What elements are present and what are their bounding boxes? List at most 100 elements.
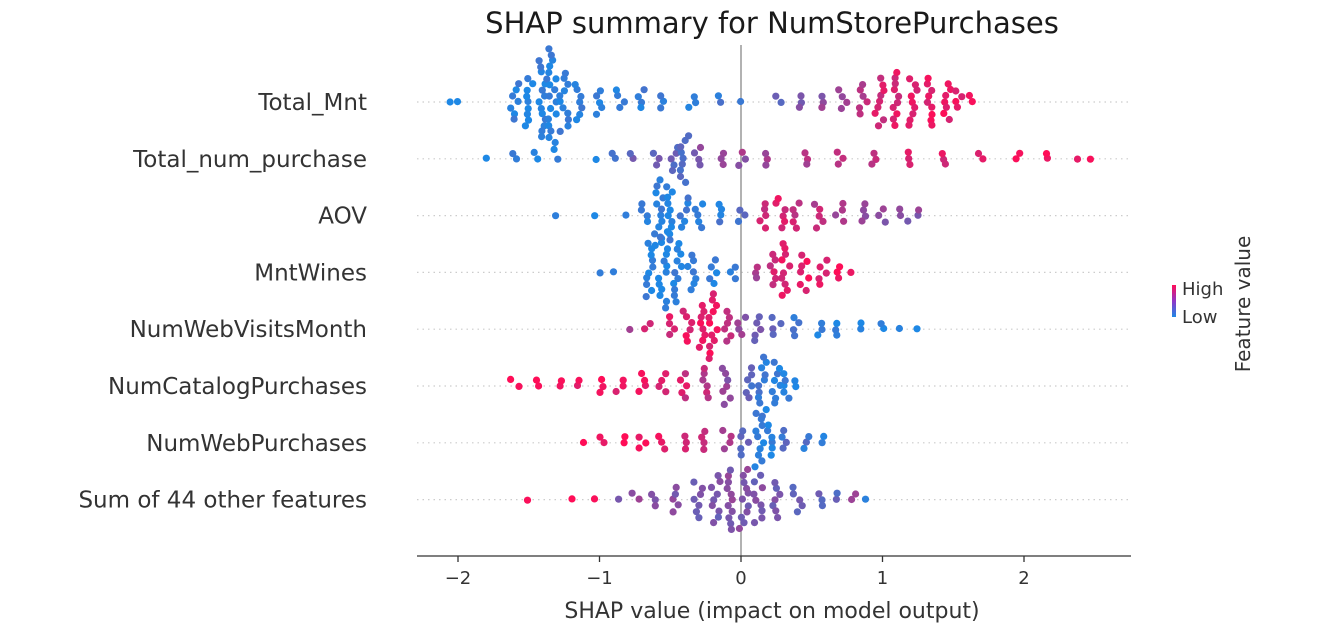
data-point <box>764 427 772 435</box>
data-point <box>723 319 732 327</box>
data-point <box>771 256 779 264</box>
data-point <box>762 406 770 414</box>
data-point <box>670 325 679 333</box>
x-axis-ticks: −2 −1 0 1 2 <box>445 556 1030 589</box>
data-point <box>643 217 652 226</box>
data-point <box>579 438 588 447</box>
data-point <box>658 217 666 225</box>
data-point <box>858 217 866 225</box>
data-point <box>715 200 723 208</box>
data-point <box>656 176 664 184</box>
data-point <box>642 439 650 447</box>
data-point <box>741 313 750 321</box>
data-point <box>744 438 753 446</box>
data-point <box>907 92 915 100</box>
data-point <box>974 149 983 158</box>
data-point <box>744 502 752 510</box>
data-point <box>779 444 787 452</box>
data-point <box>642 293 650 301</box>
data-point <box>524 105 532 113</box>
data-point <box>753 263 761 271</box>
data-point <box>656 291 664 299</box>
chart-title: SHAP summary for NumStorePurchases <box>485 6 1059 40</box>
data-point <box>890 86 899 94</box>
data-point <box>690 279 698 288</box>
data-point <box>906 75 914 83</box>
data-point <box>512 155 521 163</box>
data-point <box>783 286 791 294</box>
data-point <box>895 324 904 333</box>
data-point <box>554 155 562 163</box>
data-point <box>677 148 685 157</box>
data-point <box>720 400 728 408</box>
data-point <box>914 211 922 219</box>
data-point <box>685 132 693 140</box>
data-point <box>772 484 781 492</box>
data-point <box>706 342 714 350</box>
data-point <box>750 519 759 527</box>
data-point <box>735 325 743 333</box>
data-point <box>780 388 788 396</box>
data-point <box>507 375 515 383</box>
data-point <box>690 495 698 503</box>
data-point <box>835 274 843 282</box>
data-point <box>895 92 903 100</box>
data-point <box>818 103 826 111</box>
data-point <box>552 75 560 83</box>
data-point <box>958 93 966 101</box>
data-point <box>635 433 643 441</box>
data-point <box>591 212 599 220</box>
data-point <box>590 495 599 503</box>
data-point <box>655 432 663 440</box>
data-point <box>802 286 810 295</box>
data-point <box>685 103 693 111</box>
data-point <box>727 332 735 340</box>
data-point <box>676 172 685 181</box>
data-point <box>710 336 718 345</box>
data-point <box>653 161 661 169</box>
data-point <box>768 313 776 322</box>
data-point <box>928 86 936 95</box>
data-point <box>723 484 731 493</box>
data-point <box>701 331 709 339</box>
data-point <box>833 331 841 339</box>
data-point <box>757 415 765 423</box>
data-point <box>727 525 736 534</box>
legend-low-label: Low <box>1182 307 1217 328</box>
data-point <box>543 75 551 83</box>
data-point <box>657 238 666 247</box>
data-point <box>560 87 569 95</box>
feature-label: NumWebVisitsMonth <box>130 317 367 343</box>
data-point <box>547 51 555 59</box>
data-point <box>564 122 572 130</box>
data-point <box>684 262 692 271</box>
data-point <box>781 250 790 258</box>
data-point <box>592 110 601 118</box>
data-point <box>847 268 855 276</box>
data-point <box>755 313 763 321</box>
data-point <box>768 444 776 452</box>
data-point <box>802 438 811 446</box>
data-point <box>641 376 649 384</box>
data-point <box>649 149 658 157</box>
data-point <box>805 274 813 282</box>
data-point <box>798 262 806 270</box>
data-point <box>564 116 573 124</box>
feature-label: Sum of 44 other features <box>78 488 367 514</box>
data-point <box>965 91 974 100</box>
data-point <box>798 251 806 259</box>
data-point <box>708 501 716 510</box>
data-point <box>698 433 706 441</box>
data-point <box>832 211 840 219</box>
data-point <box>928 121 936 129</box>
data-point <box>941 160 950 168</box>
data-point <box>714 92 723 100</box>
data-point <box>747 364 756 372</box>
data-point <box>507 104 515 112</box>
data-point <box>814 331 822 339</box>
data-point <box>911 103 919 112</box>
data-point <box>599 383 607 391</box>
data-point <box>812 224 821 232</box>
data-point <box>670 279 678 288</box>
data-point <box>942 103 951 111</box>
